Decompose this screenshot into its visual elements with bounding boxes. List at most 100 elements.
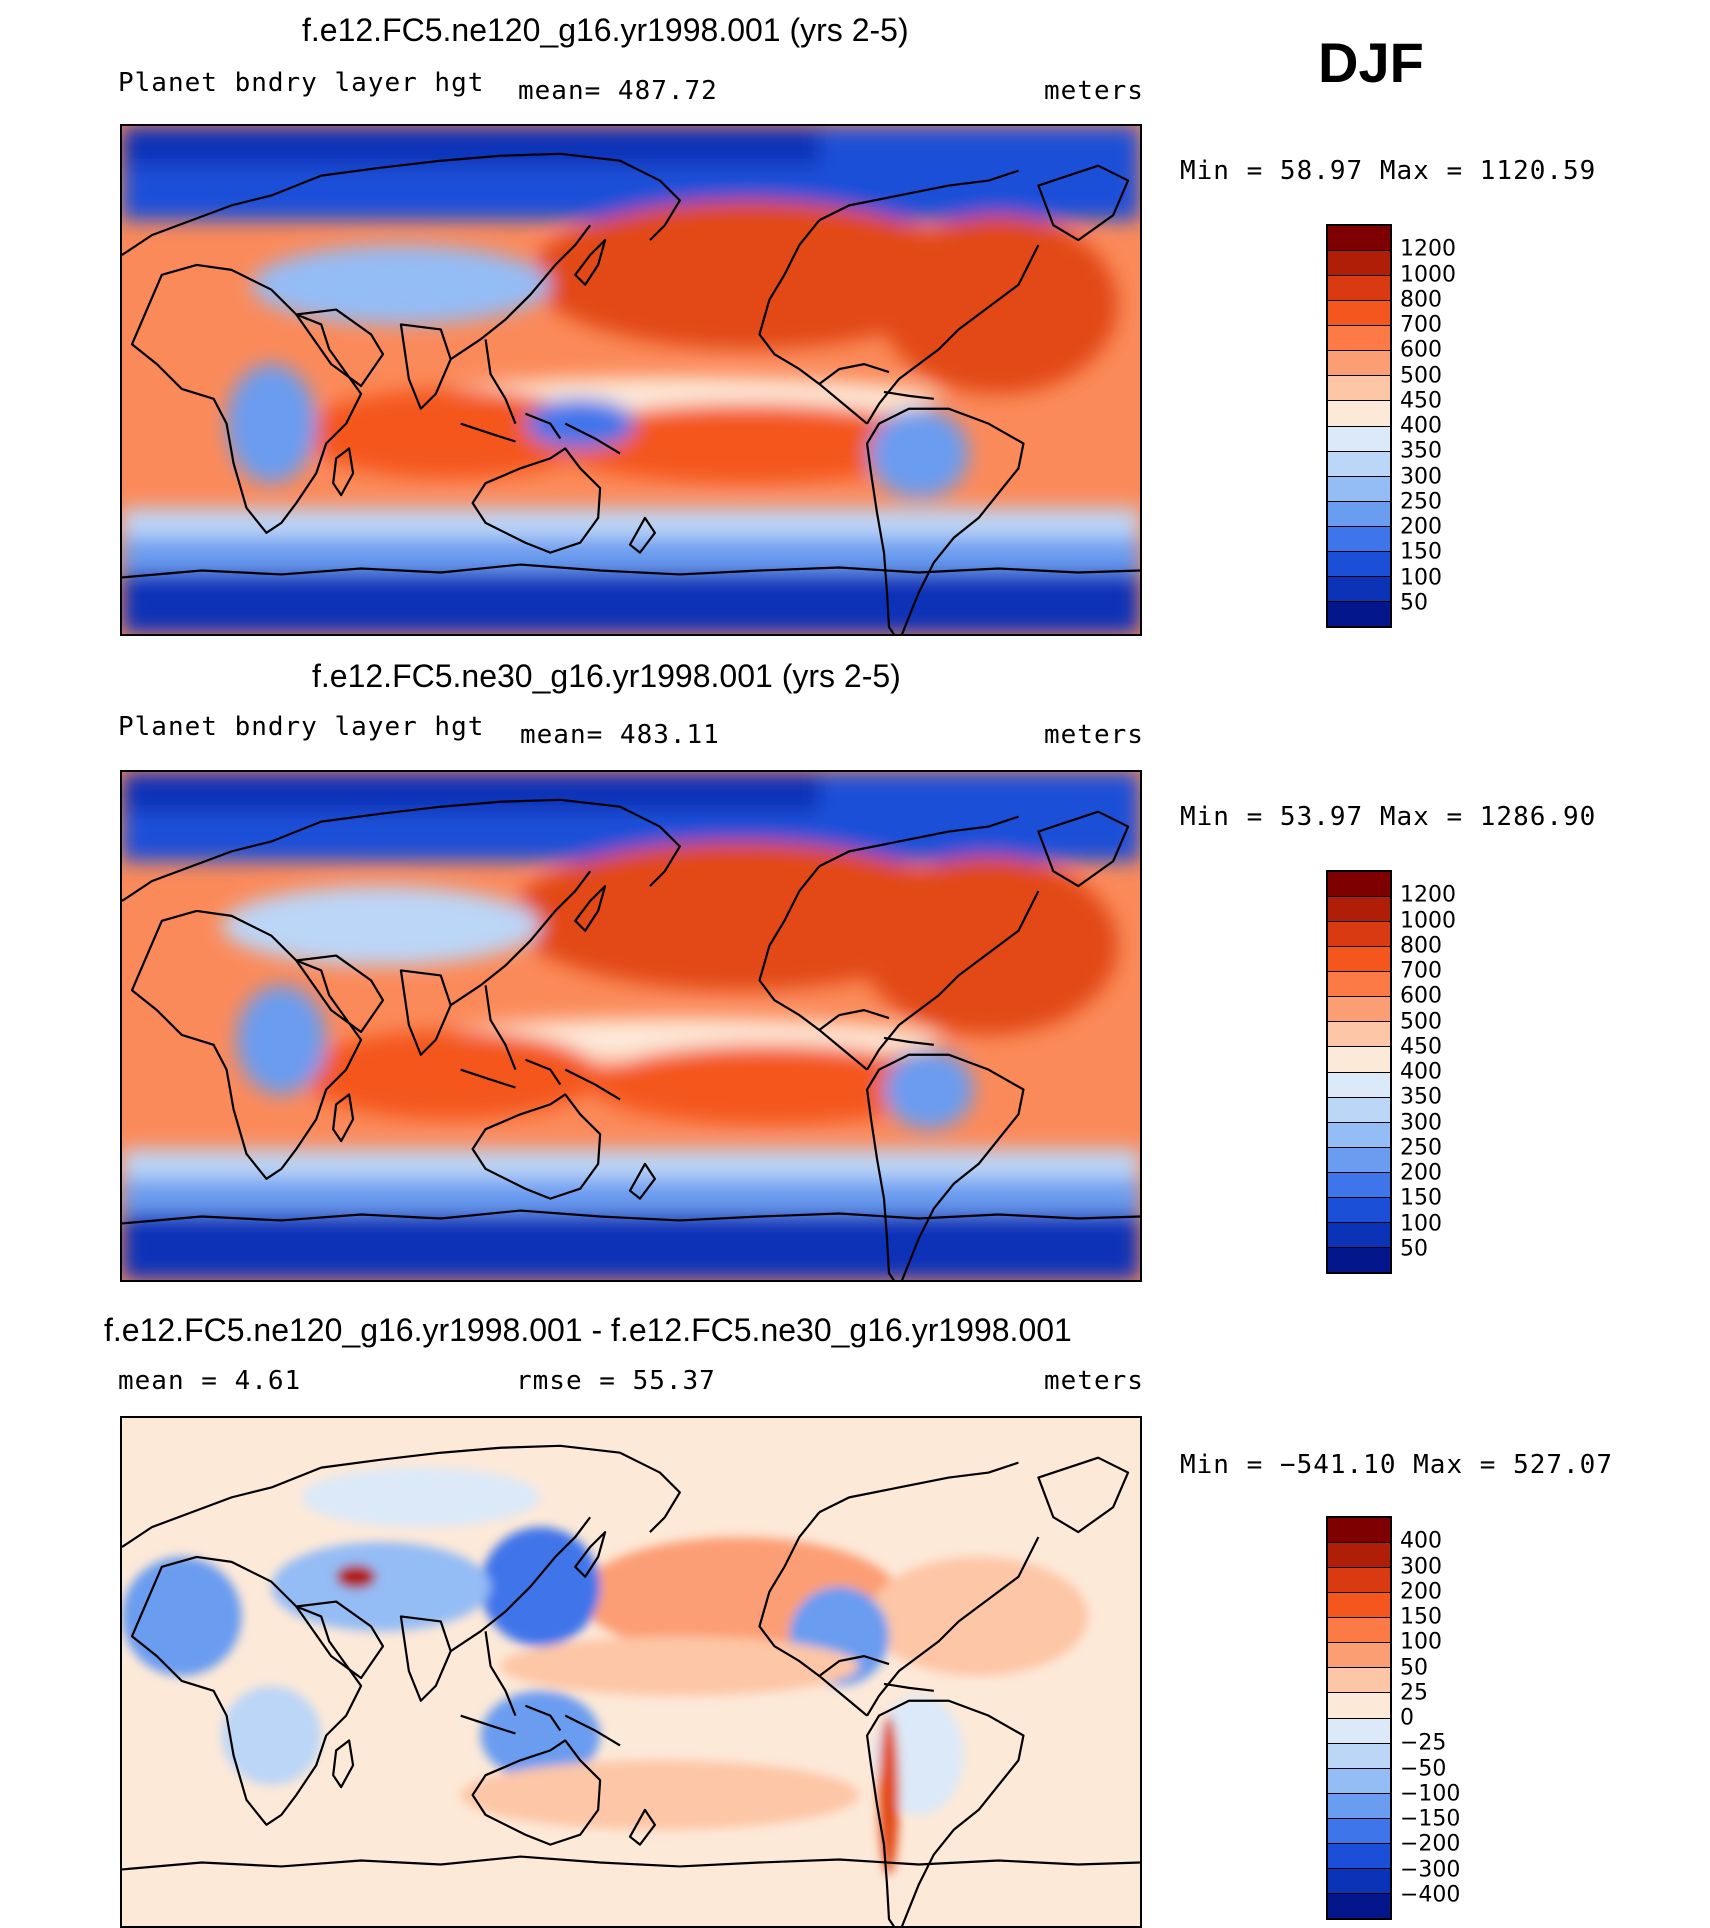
colorbar-swatch bbox=[1328, 1543, 1390, 1569]
colorbar-swatch bbox=[1328, 1518, 1390, 1544]
colorbar-tick-label: 800 bbox=[1400, 287, 1442, 313]
colorbar-tick-label: −150 bbox=[1400, 1806, 1461, 1832]
colorbar-tick-label: 300 bbox=[1400, 1110, 1442, 1135]
colorbar-tick-label: −25 bbox=[1400, 1730, 1447, 1756]
colorbar-swatch bbox=[1328, 1668, 1390, 1694]
colorbar-tick-label: 50 bbox=[1400, 590, 1428, 616]
colorbar-swatch bbox=[1328, 1843, 1390, 1869]
colorbar-tick-label: 800 bbox=[1400, 933, 1442, 959]
colorbar-tick-label: 500 bbox=[1400, 1009, 1442, 1034]
colorbar-swatch bbox=[1328, 1618, 1390, 1644]
colorbar-swatch bbox=[1328, 1793, 1390, 1819]
colorbar-swatch bbox=[1328, 1593, 1390, 1619]
colorbar-tick-label: 250 bbox=[1400, 489, 1442, 515]
colorbar-swatch bbox=[1328, 551, 1390, 577]
colorbar-swatch bbox=[1328, 1022, 1390, 1048]
colorbar-tick-label: 50 bbox=[1400, 1655, 1428, 1680]
colorbar-swatch bbox=[1328, 501, 1390, 527]
colorbar-swatch bbox=[1328, 376, 1390, 402]
colorbar-tick-label: 200 bbox=[1400, 514, 1442, 540]
panel-2-variable-label: Planet bndry layer hgt bbox=[118, 712, 485, 742]
colorbar-tick-label: −50 bbox=[1400, 1756, 1447, 1781]
colorbar-tick-label: 350 bbox=[1400, 438, 1442, 464]
colorbar-tick-label: 1000 bbox=[1400, 262, 1456, 287]
colorbar-tick-label: 25 bbox=[1400, 1680, 1428, 1706]
colorbar-swatch bbox=[1328, 1047, 1390, 1073]
colorbar-tick-label: −100 bbox=[1400, 1781, 1461, 1807]
colorbar-tick-label: 1000 bbox=[1400, 908, 1456, 933]
panel-1-minmax: Min = 58.97 Max = 1120.59 bbox=[1180, 156, 1597, 186]
colorbar-swatch bbox=[1328, 251, 1390, 277]
colorbar-tick-label: 100 bbox=[1400, 565, 1442, 590]
colorbar-swatch bbox=[1328, 226, 1390, 252]
colorbar-tick-label: 450 bbox=[1400, 1034, 1442, 1060]
colorbar-tick-label: 300 bbox=[1400, 464, 1442, 489]
colorbar-swatch bbox=[1328, 401, 1390, 427]
season-label: DJF bbox=[1318, 31, 1424, 94]
colorbar-tick-label: 350 bbox=[1400, 1084, 1442, 1110]
colorbar-swatch bbox=[1328, 1693, 1390, 1719]
colorbar-swatch bbox=[1328, 1868, 1390, 1894]
colorbar-tick-label: 1200 bbox=[1400, 882, 1456, 908]
colorbar-swatch bbox=[1328, 276, 1390, 302]
panel-1-variable-label: Planet bndry layer hgt bbox=[118, 68, 485, 98]
panel-2-map bbox=[120, 770, 1142, 1282]
colorbar-swatch bbox=[1328, 576, 1390, 602]
colorbar-swatch bbox=[1328, 476, 1390, 502]
colorbar-tick-label: 500 bbox=[1400, 363, 1442, 388]
colorbar-tick-label: 0 bbox=[1400, 1705, 1414, 1731]
colorbar-swatch bbox=[1328, 451, 1390, 477]
panel-2-units-label: meters bbox=[1044, 720, 1144, 750]
colorbar-swatch bbox=[1328, 351, 1390, 377]
colorbar-swatch bbox=[1328, 997, 1390, 1023]
colorbar-tick-label: −400 bbox=[1400, 1882, 1461, 1908]
colorbar-tick-label: 150 bbox=[1400, 1604, 1442, 1630]
colorbar-tick-label: 250 bbox=[1400, 1135, 1442, 1161]
colorbar-tick-label: 400 bbox=[1400, 413, 1442, 439]
panel-3-rmse-label: rmse = 55.37 bbox=[516, 1366, 716, 1396]
panel-1-colorbar bbox=[1326, 224, 1392, 628]
colorbar-swatch bbox=[1328, 872, 1390, 898]
colorbar-tick-label: 200 bbox=[1400, 1579, 1442, 1605]
panel-2-title: f.e12.FC5.ne30_g16.yr1998.001 (yrs 2-5) bbox=[312, 658, 901, 694]
panel-1-mean-label: mean= 487.72 bbox=[518, 76, 718, 106]
panel-3-mean-label: mean = 4.61 bbox=[118, 1366, 302, 1396]
colorbar-tick-label: 450 bbox=[1400, 388, 1442, 414]
colorbar-swatch bbox=[1328, 1247, 1390, 1272]
colorbar-tick-label: 150 bbox=[1400, 539, 1442, 565]
colorbar-tick-label: 100 bbox=[1400, 1211, 1442, 1236]
colorbar-swatch bbox=[1328, 1147, 1390, 1173]
colorbar-swatch bbox=[1328, 301, 1390, 327]
colorbar-swatch bbox=[1328, 972, 1390, 998]
colorbar-swatch bbox=[1328, 601, 1390, 626]
colorbar-tick-label: 100 bbox=[1400, 1629, 1442, 1655]
colorbar-tick-label: 300 bbox=[1400, 1554, 1442, 1579]
colorbar-swatch bbox=[1328, 897, 1390, 923]
panel-3-colorbar bbox=[1326, 1516, 1392, 1920]
colorbar-swatch bbox=[1328, 1072, 1390, 1098]
panel-3-minmax: Min = −541.10 Max = 527.07 bbox=[1180, 1450, 1613, 1480]
panel-1-map bbox=[120, 124, 1142, 636]
panel-1-units-label: meters bbox=[1044, 76, 1144, 106]
colorbar-swatch bbox=[1328, 326, 1390, 352]
colorbar-swatch bbox=[1328, 1197, 1390, 1223]
colorbar-tick-label: 1200 bbox=[1400, 236, 1456, 262]
colorbar-swatch bbox=[1328, 947, 1390, 973]
colorbar-swatch bbox=[1328, 526, 1390, 552]
colorbar-tick-label: 600 bbox=[1400, 337, 1442, 363]
colorbar-swatch bbox=[1328, 1222, 1390, 1248]
colorbar-swatch bbox=[1328, 1097, 1390, 1123]
colorbar-tick-label: 50 bbox=[1400, 1236, 1428, 1262]
colorbar-tick-label: 400 bbox=[1400, 1059, 1442, 1085]
colorbar-swatch bbox=[1328, 1122, 1390, 1148]
colorbar-swatch bbox=[1328, 1768, 1390, 1794]
colorbar-tick-label: 200 bbox=[1400, 1160, 1442, 1186]
colorbar-tick-label: −200 bbox=[1400, 1831, 1461, 1857]
panel-3-map bbox=[120, 1416, 1142, 1928]
panel-2-colorbar bbox=[1326, 870, 1392, 1274]
colorbar-tick-label: 700 bbox=[1400, 312, 1442, 338]
colorbar-swatch bbox=[1328, 426, 1390, 452]
colorbar-swatch bbox=[1328, 1743, 1390, 1769]
panel-2-mean-label: mean= 483.11 bbox=[520, 720, 720, 750]
panel-1-title: f.e12.FC5.ne120_g16.yr1998.001 (yrs 2-5) bbox=[302, 12, 909, 48]
